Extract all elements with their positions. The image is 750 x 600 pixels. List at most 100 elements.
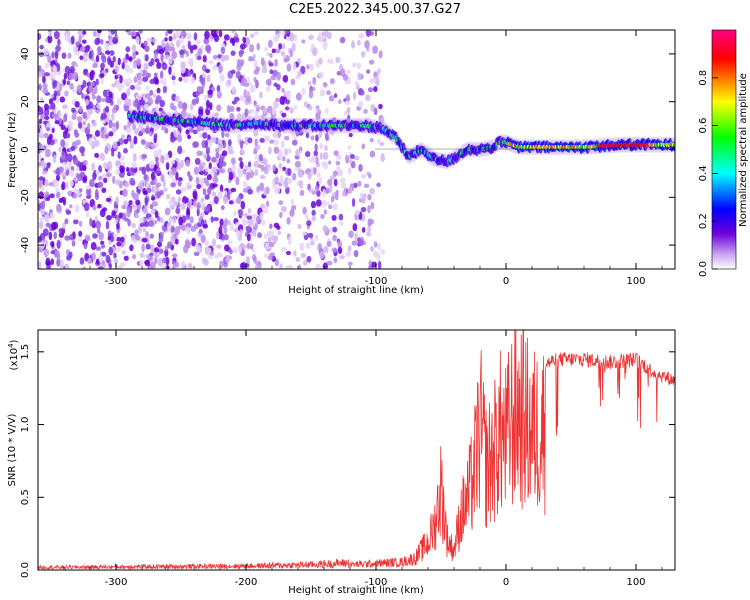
noise-dot <box>299 189 305 197</box>
noise-dot <box>266 230 273 238</box>
noise-dot <box>319 152 323 160</box>
noise-dot <box>337 246 343 255</box>
noise-dot <box>156 87 161 94</box>
noise-dot <box>373 241 378 248</box>
noise-dot <box>377 68 381 74</box>
noise-dot <box>126 127 132 134</box>
noise-dot <box>275 30 280 35</box>
noise-dot <box>370 201 375 210</box>
noise-dot <box>245 225 251 231</box>
noise-dot <box>336 70 342 76</box>
noise-dot <box>242 212 249 218</box>
noise-dot <box>110 30 116 35</box>
noise-dot <box>175 30 181 39</box>
noise-dot <box>265 79 271 86</box>
noise-dot <box>311 155 316 164</box>
noise-dot <box>70 145 76 151</box>
noise-dot <box>73 219 79 225</box>
noise-dot <box>269 69 274 75</box>
noise-dot <box>108 263 113 269</box>
noise-dot <box>63 263 70 269</box>
noise-dot <box>213 112 220 117</box>
noise-dot <box>169 204 175 210</box>
noise-dot <box>239 229 244 234</box>
noise-dot <box>154 52 158 61</box>
noise-dot <box>326 201 330 206</box>
noise-dot <box>205 166 210 173</box>
noise-dot <box>263 135 270 142</box>
noise-dot <box>135 214 140 219</box>
noise-dot <box>305 132 310 139</box>
noise-dot <box>198 133 203 139</box>
noise-dot <box>307 171 312 180</box>
noise-dot <box>263 233 268 240</box>
noise-dot <box>125 166 130 173</box>
noise-dot <box>334 193 339 201</box>
noise-dot <box>193 32 198 41</box>
noise-dot <box>136 72 142 81</box>
noise-dot <box>153 72 158 78</box>
noise-dot <box>147 97 154 106</box>
noise-dot <box>278 163 283 170</box>
noise-dot <box>279 263 283 269</box>
noise-dot <box>348 133 353 138</box>
noise-dot <box>319 251 325 259</box>
noise-dot <box>375 77 380 87</box>
noise-dot <box>308 90 314 99</box>
noise-dot <box>186 201 191 209</box>
noise-dot <box>240 77 247 87</box>
noise-dot <box>143 174 148 181</box>
noise-dot <box>146 142 151 148</box>
noise-dot <box>240 150 245 155</box>
noise-dot <box>135 199 141 206</box>
noise-dot <box>278 200 284 206</box>
x-tick-label: -100 <box>365 276 388 287</box>
noise-dot <box>142 69 148 76</box>
noise-dot <box>213 196 219 204</box>
noise-dot <box>329 78 335 84</box>
noise-dot <box>52 80 58 88</box>
noise-dot <box>132 253 136 260</box>
noise-dot <box>41 162 47 169</box>
noise-dot <box>119 74 123 84</box>
noise-dot <box>246 242 251 250</box>
noise-dot <box>142 76 149 82</box>
noise-dot <box>53 30 60 40</box>
noise-dot <box>118 212 123 219</box>
noise-dot <box>66 80 70 86</box>
noise-dot <box>354 155 360 161</box>
noise-dot <box>149 89 154 96</box>
noise-dot <box>165 31 169 37</box>
noise-dot <box>299 242 305 251</box>
noise-dot <box>219 161 224 169</box>
noise-dot <box>150 143 157 149</box>
noise-dot <box>285 90 292 96</box>
noise-dot <box>192 141 198 148</box>
noise-dot <box>65 181 69 190</box>
noise-dot <box>121 204 126 210</box>
noise-dot <box>295 92 302 101</box>
noise-dot <box>80 152 85 157</box>
colorbar-tick-label: 0.2 <box>698 213 709 229</box>
noise-dot <box>233 246 238 254</box>
noise-dot <box>121 62 125 70</box>
noise-dot <box>247 137 253 144</box>
noise-dot <box>118 86 122 92</box>
noise-dot <box>55 192 60 199</box>
noise-dot <box>261 219 266 226</box>
noise-dot <box>258 91 263 99</box>
noise-dot <box>46 127 51 132</box>
noise-dot <box>64 132 71 139</box>
noise-dot <box>347 245 352 252</box>
noise-dot <box>314 143 318 152</box>
noise-dot <box>313 150 319 157</box>
noise-dot <box>51 127 55 134</box>
noise-dot <box>286 158 291 164</box>
noise-dot <box>326 90 331 96</box>
noise-dot <box>316 172 321 178</box>
noise-dot <box>254 138 258 147</box>
noise-dot <box>230 187 237 193</box>
noise-dot <box>54 120 60 125</box>
noise-dot <box>189 103 194 111</box>
noise-dot <box>143 104 150 110</box>
